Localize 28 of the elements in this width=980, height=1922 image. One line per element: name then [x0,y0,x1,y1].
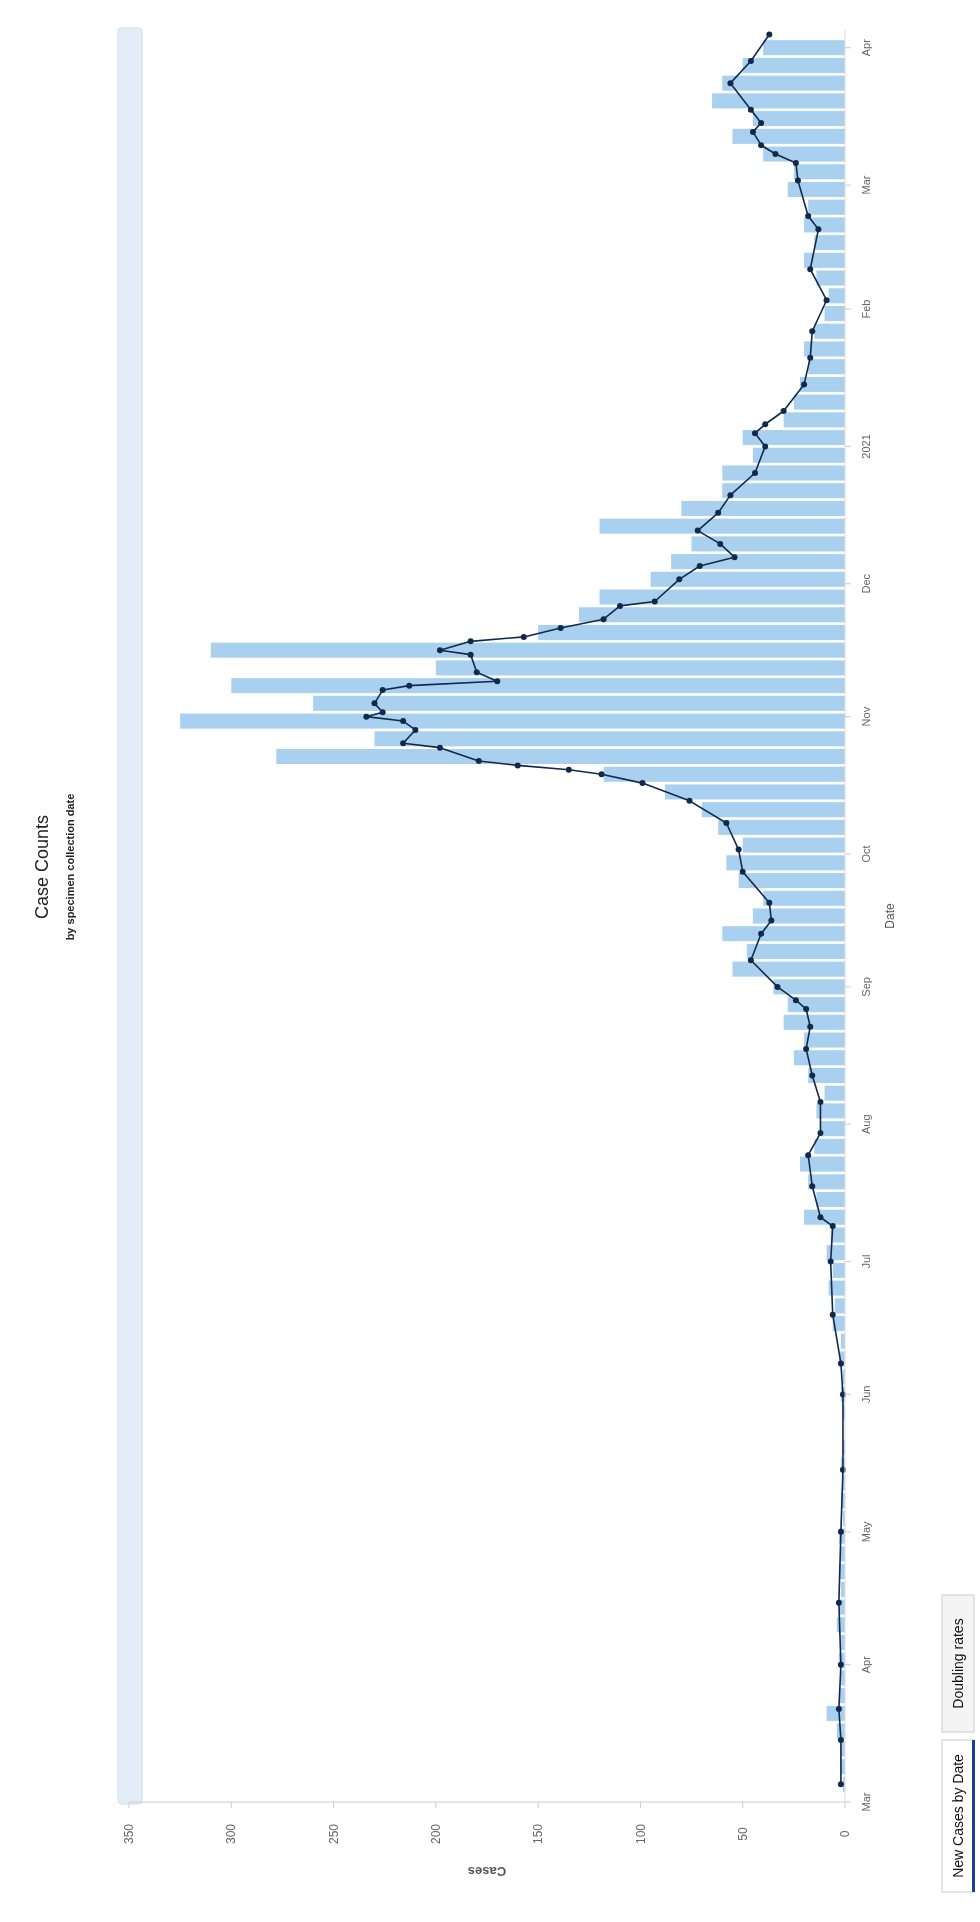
y-tick-label: Apr [859,1655,872,1674]
text: Case Counts [32,814,53,920]
y-axis-title: Date [883,903,898,929]
x-tick-label: 50 [735,1827,750,1841]
y-tick-label: Jun [859,1385,872,1404]
y-tick-label: Sep [859,977,872,997]
tab: New Cases by Date [941,1739,975,1893]
x-tick-label: 0 [838,1830,853,1838]
y-tick-label: Nov [859,706,872,727]
y-tick-label: Aug [859,1114,872,1134]
x-tick-label: 150 [531,1823,546,1845]
y-tick-label: 2021 [859,434,872,459]
y-tick-label: Mar [859,1792,872,1812]
y-tick-label: Apr [859,38,872,57]
x-tick-label: 200 [429,1823,444,1845]
y-tick-label: May [859,1520,872,1543]
text: by specimen collection date [63,793,76,941]
y-tick-label: Oct [859,845,872,863]
x-tick-label: 300 [224,1823,239,1845]
x-axis-title: Cases [467,1864,507,1880]
x-tick-label: 100 [633,1823,648,1845]
x-tick-label: 250 [326,1823,341,1845]
tab: Doubling rates [941,1594,975,1733]
y-tick-label: Mar [859,175,872,195]
y-tick-label: Feb [859,299,872,319]
x-tick-label: 350 [122,1823,137,1845]
y-tick-label: Dec [859,573,872,594]
y-tick-label: Jul [859,1254,872,1269]
